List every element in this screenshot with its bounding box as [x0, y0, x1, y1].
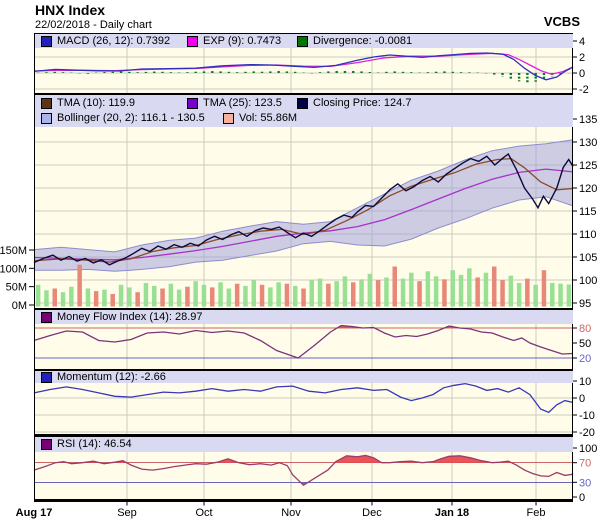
legend-label: Bollinger (20, 2): 116.1 - 130.5	[57, 112, 205, 125]
svg-text:0: 0	[579, 68, 585, 80]
svg-text:105: 105	[579, 252, 597, 264]
svg-text:Jan 18: Jan 18	[435, 507, 469, 519]
svg-text:100: 100	[579, 443, 597, 455]
chart-subtitle: 22/02/2018 - Daily chart	[35, 19, 152, 31]
legend-label: Divergence: -0.0081	[313, 34, 413, 47]
price-legend-row-2: Bollinger (20, 2): 116.1 - 130.5 Vol: 55…	[35, 111, 573, 126]
svg-text:50: 50	[579, 338, 591, 350]
legend-label: Closing Price: 124.7	[313, 96, 412, 109]
legend-item-divergence: Divergence: -0.0081	[297, 34, 413, 47]
svg-text:-2: -2	[579, 84, 589, 96]
legend-item-tma10: TMA (10): 119.9	[41, 96, 187, 109]
legend-label: MACD (26, 12): 0.7392	[57, 34, 171, 47]
svg-text:125: 125	[579, 160, 597, 172]
mfi-swatch-icon	[41, 311, 52, 323]
svg-text:Aug 17: Aug 17	[16, 507, 53, 519]
tma25-swatch-icon	[187, 97, 198, 109]
exp-swatch-icon	[187, 35, 198, 47]
svg-text:50M: 50M	[6, 282, 27, 294]
rsi-legend: RSI (14): 46.54	[35, 436, 573, 452]
svg-text:Dec: Dec	[362, 507, 382, 519]
legend-item-macd: MACD (26, 12): 0.7392	[41, 34, 187, 47]
close-swatch-icon	[297, 97, 308, 109]
price-panel: 135 130 125 120 115 110 105 100 95 150M 100M 50M 0M	[0, 114, 597, 312]
legend-label: Money Flow Index (14): 28.97	[57, 310, 203, 323]
bollinger-swatch-icon	[41, 113, 52, 125]
svg-text:120: 120	[579, 183, 597, 195]
svg-text:80: 80	[579, 323, 591, 335]
svg-text:100: 100	[579, 275, 597, 287]
legend-item-mfi: Money Flow Index (14): 28.97	[41, 310, 203, 323]
legend-item-exp: EXP (9): 0.7473	[187, 34, 297, 47]
legend-item-bollinger: Bollinger (20, 2): 116.1 - 130.5	[41, 112, 223, 125]
svg-text:-10: -10	[579, 410, 595, 422]
rsi-panel: 100 70 30 0	[33, 443, 597, 504]
legend-item-momentum: Momentum (12): -2.66	[41, 370, 166, 383]
price-legend: TMA (10): 119.9 TMA (25): 123.5 Closing …	[35, 94, 573, 127]
svg-text:150M: 150M	[0, 245, 27, 257]
svg-text:Feb: Feb	[527, 507, 546, 519]
legend-label: RSI (14): 46.54	[57, 438, 132, 450]
svg-text:70: 70	[579, 458, 591, 470]
svg-text:-20: -20	[579, 427, 595, 439]
legend-label: TMA (10): 119.9	[57, 96, 136, 109]
svg-text:130: 130	[579, 137, 597, 149]
legend-label: EXP (9): 0.7473	[203, 34, 282, 47]
momentum-panel: 10 0 -10 -20	[33, 376, 595, 439]
rsi-swatch-icon	[41, 439, 52, 450]
momentum-legend: Momentum (12): -2.66	[35, 370, 573, 383]
svg-text:4: 4	[579, 36, 585, 48]
macd-panel: 4 2 0 -2	[33, 36, 589, 96]
svg-text:Oct: Oct	[195, 507, 212, 519]
page-title: HNX Index	[35, 2, 106, 18]
svg-text:30: 30	[579, 477, 591, 489]
volume-swatch-icon	[223, 113, 234, 125]
svg-text:100M: 100M	[0, 263, 27, 275]
macd-swatch-icon	[41, 35, 52, 47]
legend-label: Momentum (12): -2.66	[57, 370, 166, 383]
price-legend-row-1: TMA (10): 119.9 TMA (25): 123.5 Closing …	[35, 96, 573, 111]
svg-text:0: 0	[579, 393, 585, 405]
svg-text:135: 135	[579, 114, 597, 126]
svg-text:Nov: Nov	[281, 507, 301, 519]
svg-text:95: 95	[579, 298, 591, 310]
mfi-panel: 80 50 20	[33, 323, 591, 371]
legend-item-close: Closing Price: 124.7	[297, 96, 412, 109]
tma10-swatch-icon	[41, 97, 52, 109]
momentum-swatch-icon	[41, 371, 52, 383]
mfi-legend: Money Flow Index (14): 28.97	[35, 309, 573, 324]
legend-item-tma25: TMA (25): 123.5	[187, 96, 297, 109]
divergence-swatch-icon	[297, 35, 308, 47]
svg-text:2: 2	[579, 52, 585, 64]
brand-logo: VCBS	[543, 14, 580, 29]
svg-text:10: 10	[579, 376, 591, 388]
legend-label: Vol: 55.86M	[239, 112, 298, 125]
svg-text:115: 115	[579, 206, 597, 218]
svg-text:0: 0	[579, 492, 585, 504]
svg-text:0M: 0M	[12, 300, 27, 312]
legend-item-volume: Vol: 55.86M	[223, 112, 298, 125]
macd-legend: MACD (26, 12): 0.7392 EXP (9): 0.7473 Di…	[35, 33, 573, 48]
svg-text:20: 20	[579, 353, 591, 365]
svg-text:110: 110	[579, 229, 597, 241]
svg-text:Sep: Sep	[117, 507, 137, 519]
legend-item-rsi: RSI (14): 46.54	[41, 439, 132, 450]
legend-label: TMA (25): 123.5	[203, 96, 282, 109]
